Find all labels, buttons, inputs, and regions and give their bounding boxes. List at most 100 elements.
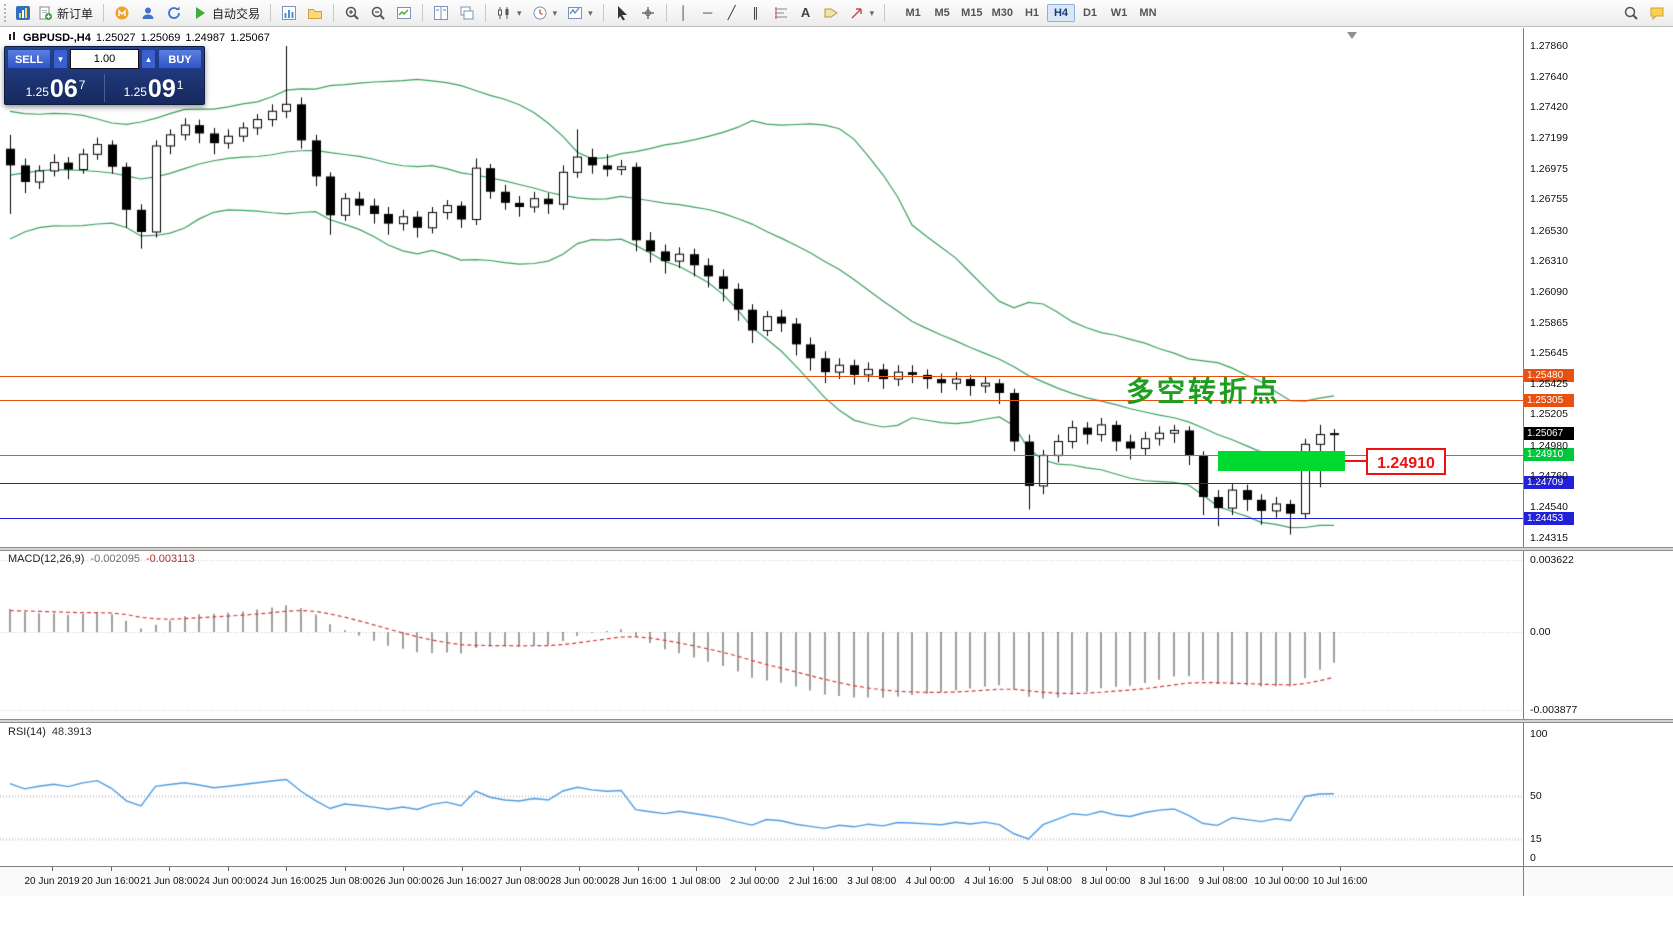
new-order-button[interactable]: 新订单 bbox=[33, 3, 97, 24]
horizontal-level-line[interactable] bbox=[0, 482, 1523, 484]
cursor-tool-button[interactable] bbox=[610, 3, 634, 24]
trendline-icon: ╱ bbox=[727, 5, 736, 20]
period-dropdown[interactable]: ▾ bbox=[528, 3, 562, 24]
horizontal-level-line[interactable] bbox=[0, 454, 1523, 456]
autotrade-button[interactable]: 自动交易 bbox=[188, 3, 264, 24]
volume-input[interactable] bbox=[70, 49, 139, 69]
time-axis-tick bbox=[1105, 867, 1107, 871]
clock-icon bbox=[532, 5, 548, 21]
trendline-tool-button[interactable]: ╱ bbox=[721, 3, 743, 24]
crosshair-tool-button[interactable] bbox=[636, 3, 660, 24]
time-axis-tick bbox=[52, 867, 53, 871]
chat-icon bbox=[1649, 5, 1665, 21]
volume-up-button[interactable]: ▲ bbox=[141, 49, 156, 69]
sell-button[interactable]: SELL bbox=[7, 49, 51, 69]
indicators-button[interactable] bbox=[392, 3, 416, 24]
arrow-shape-icon bbox=[849, 5, 865, 21]
vertical-line-tool-button[interactable]: │ bbox=[673, 3, 695, 24]
rsi-indicator-label: RSI(14) 48.3913 bbox=[8, 726, 92, 738]
shapes-dropdown[interactable]: ▾ bbox=[845, 3, 879, 24]
time-axis-label: 4 Jul 16:00 bbox=[964, 876, 1014, 887]
horizontal-level-line[interactable] bbox=[0, 375, 1523, 377]
rsi-axis-label: 0 bbox=[1530, 852, 1536, 864]
zoom-out-button[interactable] bbox=[366, 3, 390, 24]
time-axis-label: 1 Jul 08:00 bbox=[671, 876, 721, 887]
time-axis-label: 4 Jul 00:00 bbox=[905, 876, 955, 887]
timeframe-h4-button[interactable]: H4 bbox=[1046, 4, 1075, 22]
zoom-in-button[interactable] bbox=[340, 3, 364, 24]
time-axis[interactable]: 20 Jun 2019 20 Jun 16:00 21 Jun 08:00 24 Ju… bbox=[0, 866, 1673, 896]
time-axis-tick bbox=[1281, 867, 1283, 871]
macd-main-value: -0.002095 bbox=[90, 553, 140, 565]
time-axis-label: 10 Jul 16:00 bbox=[1312, 876, 1368, 887]
new-chart-button[interactable] bbox=[277, 3, 301, 24]
search-button[interactable] bbox=[1619, 3, 1643, 24]
macd-signal-value: -0.003113 bbox=[145, 553, 195, 565]
timeframe-m15-button[interactable]: M15 bbox=[961, 7, 983, 19]
horizontal-level-line[interactable] bbox=[0, 400, 1523, 402]
time-axis-label: 20 Jun 16:00 bbox=[81, 876, 140, 887]
mql5-button[interactable] bbox=[110, 3, 134, 24]
ohlc-high: 1.25069 bbox=[140, 31, 181, 44]
chat-button[interactable] bbox=[1645, 3, 1669, 24]
ohlc-low: 1.24987 bbox=[185, 31, 226, 44]
price-axis-label: 1.24540 bbox=[1530, 500, 1568, 513]
time-axis-tick bbox=[227, 867, 229, 871]
price-callout-label[interactable]: 1.24910 bbox=[1366, 448, 1446, 475]
time-axis-label: 10 Jul 00:00 bbox=[1254, 876, 1309, 887]
time-axis-label: 3 Jul 08:00 bbox=[847, 876, 897, 887]
time-axis-label: 27 Jun 08:00 bbox=[491, 876, 550, 887]
toolbar: 新订单 自动交易 ▾ ▾ ▾ │ ─ ╱ ∥ A ▾ bbox=[0, 0, 1673, 27]
fibonacci-tool-button[interactable] bbox=[769, 3, 793, 24]
horizontal-level-line[interactable] bbox=[0, 518, 1523, 520]
chart-ohlc-header: GBPUSD-,H4 1.25027 1.25069 1.24987 1.250… bbox=[8, 31, 270, 44]
label-tool-button[interactable] bbox=[819, 3, 843, 24]
macd-pane-divider[interactable] bbox=[0, 547, 1673, 551]
horizontal-line-tool-button[interactable]: ─ bbox=[697, 3, 719, 24]
time-axis-label: 24 Jun 16:00 bbox=[257, 876, 316, 887]
rsi-title: RSI(14) bbox=[8, 726, 46, 738]
chart-type-dropdown[interactable]: ▾ bbox=[492, 3, 526, 24]
price-level-tag: 1.24453 bbox=[1524, 511, 1574, 525]
new-chart-icon bbox=[281, 5, 297, 21]
channel-tool-button[interactable]: ∥ bbox=[745, 3, 767, 24]
timeframe-m1-button[interactable]: M1 bbox=[905, 7, 921, 19]
timeframe-m30-button[interactable]: M30 bbox=[991, 7, 1013, 19]
timeframe-d1-button[interactable]: D1 bbox=[1082, 7, 1097, 19]
time-axis-label: 9 Jul 08:00 bbox=[1198, 876, 1248, 887]
bid-ask-divider bbox=[104, 74, 105, 102]
tile-windows-button[interactable] bbox=[429, 3, 453, 24]
highlight-rect[interactable] bbox=[1218, 451, 1345, 471]
timeframe-w1-button[interactable]: W1 bbox=[1110, 7, 1128, 19]
price-axis-label: 1.26090 bbox=[1530, 285, 1568, 298]
rsi-pane-divider[interactable] bbox=[0, 719, 1673, 723]
buy-button[interactable]: BUY bbox=[158, 49, 202, 69]
price-axis-label: 1.27860 bbox=[1530, 40, 1568, 53]
timeframe-m5-button[interactable]: M5 bbox=[934, 7, 950, 19]
channel-icon: ∥ bbox=[752, 5, 759, 20]
autotrade-play-icon bbox=[192, 5, 208, 21]
volume-down-button[interactable]: ▼ bbox=[53, 49, 68, 69]
price-axis-label: 1.25425 bbox=[1530, 377, 1568, 390]
timeframe-mn-button[interactable]: MN bbox=[1139, 7, 1157, 19]
template-dropdown[interactable]: ▾ bbox=[563, 3, 597, 24]
rsi-axis-label: 50 bbox=[1530, 790, 1542, 802]
price-axis[interactable]: 1.25480 1.25305 1.24910 1.24709 1.24453 1.250… bbox=[1524, 0, 1673, 896]
time-axis-label: 28 Jun 16:00 bbox=[608, 876, 667, 887]
refresh-button[interactable] bbox=[162, 3, 186, 24]
one-click-trading-panel: SELL ▼ ▲ BUY 1.25 06 7 1.25 09 1 bbox=[4, 46, 205, 105]
price-level-tag: 1.24910 bbox=[1524, 448, 1574, 462]
profiles-button[interactable] bbox=[303, 3, 327, 24]
timeframe-h1-button[interactable]: H1 bbox=[1024, 7, 1039, 19]
toolbar-grip[interactable] bbox=[4, 4, 9, 22]
refresh-icon bbox=[166, 5, 182, 21]
text-tool-button[interactable]: A bbox=[795, 3, 817, 24]
profiles-folder-icon bbox=[307, 5, 323, 21]
indicators-icon bbox=[396, 5, 412, 21]
profile-button[interactable] bbox=[136, 3, 160, 24]
crosshair-icon bbox=[640, 5, 656, 21]
price-axis-label: 1.25645 bbox=[1530, 347, 1568, 360]
cascade-windows-button[interactable] bbox=[455, 3, 479, 24]
ask-price-small: 1.25 bbox=[123, 85, 147, 99]
turning-point-annotation[interactable]: 多空转折点 bbox=[1126, 376, 1282, 407]
